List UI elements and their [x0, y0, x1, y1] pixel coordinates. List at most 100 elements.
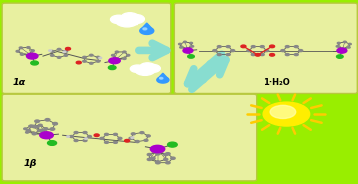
Circle shape	[226, 54, 230, 56]
Circle shape	[105, 133, 108, 135]
Circle shape	[135, 65, 155, 75]
Circle shape	[28, 53, 31, 55]
Circle shape	[131, 133, 135, 135]
Circle shape	[26, 53, 38, 59]
Circle shape	[180, 47, 183, 48]
Circle shape	[137, 68, 150, 74]
Circle shape	[247, 49, 251, 52]
Circle shape	[44, 128, 48, 130]
Circle shape	[160, 77, 163, 79]
Text: 1·H₂O: 1·H₂O	[263, 78, 290, 87]
Circle shape	[241, 45, 246, 48]
Circle shape	[155, 161, 160, 163]
Circle shape	[96, 56, 100, 58]
Circle shape	[270, 45, 275, 48]
Circle shape	[186, 48, 189, 49]
Circle shape	[217, 46, 221, 48]
Circle shape	[164, 153, 168, 156]
Circle shape	[74, 139, 78, 141]
Circle shape	[50, 128, 55, 130]
Circle shape	[251, 54, 255, 56]
Circle shape	[337, 55, 343, 58]
Circle shape	[45, 118, 50, 121]
Circle shape	[31, 61, 38, 65]
Circle shape	[146, 135, 150, 137]
Circle shape	[32, 133, 36, 135]
Circle shape	[184, 41, 187, 43]
Circle shape	[191, 46, 194, 47]
Circle shape	[36, 126, 39, 128]
Circle shape	[348, 43, 351, 45]
Circle shape	[26, 129, 30, 131]
Circle shape	[341, 48, 344, 49]
Circle shape	[270, 54, 275, 56]
Polygon shape	[140, 27, 154, 34]
Circle shape	[84, 138, 87, 139]
Circle shape	[100, 137, 104, 139]
Circle shape	[171, 157, 175, 159]
Circle shape	[116, 15, 138, 27]
Circle shape	[16, 50, 19, 52]
Circle shape	[74, 132, 78, 134]
Circle shape	[179, 43, 182, 45]
Circle shape	[143, 28, 147, 30]
Circle shape	[263, 102, 310, 126]
Circle shape	[130, 65, 145, 72]
Circle shape	[27, 47, 30, 48]
Circle shape	[83, 56, 86, 58]
Circle shape	[144, 139, 148, 141]
Circle shape	[66, 47, 71, 50]
Circle shape	[126, 15, 144, 24]
Circle shape	[83, 139, 87, 141]
Circle shape	[25, 132, 29, 133]
Circle shape	[29, 125, 32, 127]
Circle shape	[294, 54, 298, 56]
Circle shape	[24, 128, 27, 130]
Circle shape	[70, 135, 74, 138]
Circle shape	[213, 49, 217, 52]
Circle shape	[131, 137, 134, 138]
Circle shape	[147, 153, 151, 156]
Circle shape	[156, 162, 160, 164]
Circle shape	[151, 157, 155, 159]
Circle shape	[40, 129, 44, 132]
Circle shape	[166, 162, 170, 164]
Circle shape	[108, 66, 116, 70]
Circle shape	[285, 46, 289, 48]
Circle shape	[88, 135, 92, 138]
Circle shape	[109, 58, 120, 64]
Circle shape	[337, 42, 340, 44]
Circle shape	[96, 60, 100, 62]
Circle shape	[347, 47, 350, 48]
Circle shape	[183, 48, 193, 53]
Circle shape	[115, 51, 118, 53]
Circle shape	[111, 15, 127, 24]
Circle shape	[30, 125, 34, 127]
Circle shape	[147, 158, 151, 160]
Circle shape	[140, 63, 155, 71]
Circle shape	[38, 124, 42, 126]
Circle shape	[190, 42, 193, 44]
Circle shape	[129, 137, 133, 139]
Text: 1β: 1β	[23, 159, 37, 168]
Circle shape	[150, 145, 165, 153]
Circle shape	[251, 46, 255, 48]
Circle shape	[83, 60, 86, 62]
Circle shape	[260, 54, 264, 56]
Polygon shape	[158, 73, 168, 79]
Circle shape	[83, 132, 87, 134]
Circle shape	[265, 49, 268, 52]
Circle shape	[38, 130, 41, 132]
Circle shape	[57, 56, 61, 58]
Circle shape	[64, 54, 68, 56]
Circle shape	[155, 151, 160, 153]
Bar	[117, 21, 137, 24]
Circle shape	[118, 137, 122, 139]
Circle shape	[19, 47, 23, 49]
Circle shape	[48, 141, 57, 145]
Circle shape	[140, 132, 144, 134]
FancyBboxPatch shape	[2, 94, 257, 181]
Circle shape	[53, 123, 58, 125]
Circle shape	[336, 46, 339, 47]
Circle shape	[90, 54, 93, 56]
